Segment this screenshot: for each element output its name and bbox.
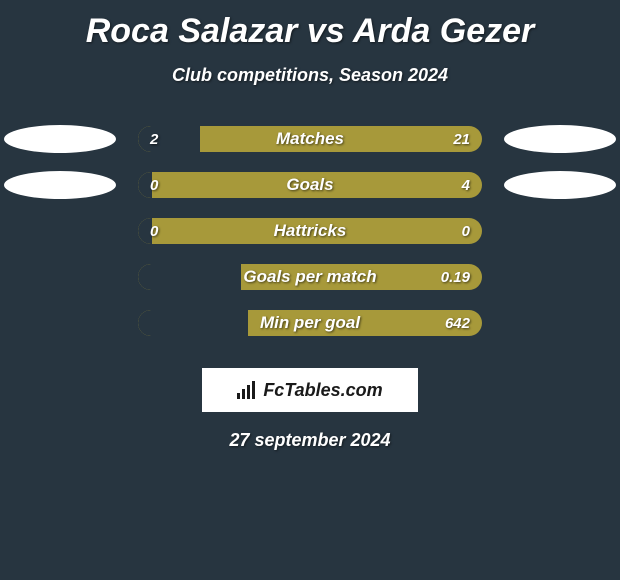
stat-label: Goals [138,172,482,198]
stat-row: 04Goals [0,162,620,208]
bar-left-fill [138,310,248,336]
stat-row: 221Matches [0,116,620,162]
stat-label: Hattricks [138,218,482,244]
page-title: Roca Salazar vs Arda Gezer [0,0,620,51]
player-left-marker [4,125,116,153]
bar-left-fill [138,172,152,198]
logo-text: FcTables.com [263,380,382,401]
bar-left-fill [138,126,200,152]
bar-track: 221Matches [138,126,482,152]
stat-right-value: 4 [462,172,470,198]
bar-track: 04Goals [138,172,482,198]
comparison-chart: 221Matches04Goals00Hattricks0.19Goals pe… [0,116,620,346]
stat-right-value: 21 [453,126,470,152]
stat-right-value: 0.19 [441,264,470,290]
bar-left-fill [138,218,152,244]
stat-row: 0.19Goals per match [0,254,620,300]
stat-row: 642Min per goal [0,300,620,346]
stat-row: 00Hattricks [0,208,620,254]
bar-track: 642Min per goal [138,310,482,336]
logo-box: FcTables.com [202,368,418,412]
player-right-marker [504,125,616,153]
date-line: 27 september 2024 [0,430,620,451]
stat-right-value: 0 [462,218,470,244]
stat-right-value: 642 [445,310,470,336]
bar-left-fill [138,264,241,290]
subtitle: Club competitions, Season 2024 [0,65,620,86]
bar-track: 00Hattricks [138,218,482,244]
bar-chart-icon [237,381,257,399]
site-logo: FcTables.com [237,380,382,401]
player-left-marker [4,171,116,199]
player-right-marker [504,171,616,199]
bar-track: 0.19Goals per match [138,264,482,290]
